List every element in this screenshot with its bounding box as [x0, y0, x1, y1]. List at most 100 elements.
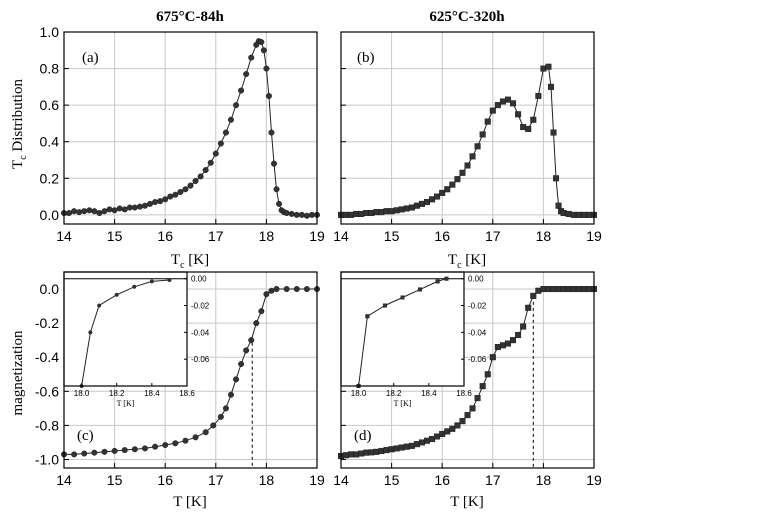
panel-d-data-point: [363, 449, 370, 456]
panel-c-data-point: [293, 286, 300, 293]
panel-c-data-point: [243, 347, 250, 354]
panel-a-data-point: [81, 208, 88, 215]
panel-d-inset-ytick-label: 0.00: [468, 275, 484, 284]
panel-a-plot: 14 15 16 17 18 19 0.0 0.2 0.4 0.6 0.8 1.0: [40, 24, 325, 244]
panel-a: 675°C-84h (a) Tc [K] Tc Distribution: [10, 9, 224, 271]
panel-a-data-point: [293, 211, 300, 218]
panel-c-inset-ytick-label: -0.02: [191, 302, 210, 311]
panel-d-data-point: [398, 444, 405, 451]
panel-b-data-point: [555, 202, 562, 209]
panel-d-data-point: [479, 383, 486, 390]
panel-a-data-point: [147, 200, 154, 207]
panel-c-data-point: [71, 451, 78, 458]
panel-a-ytick-label: 0.4: [40, 134, 60, 150]
panel-a-data-point: [152, 199, 159, 206]
panel-b-data-point: [424, 199, 431, 206]
panel-a-data-point: [141, 202, 148, 209]
panel-b-data-point: [540, 65, 547, 72]
panel-d-data-point: [348, 451, 355, 458]
panel-a-data-point: [116, 205, 123, 212]
panel-a-xtick-label: 15: [107, 228, 123, 244]
panel-c-data-point: [217, 413, 224, 420]
panel-a-data-point: [172, 191, 179, 198]
panel-d-data-point: [454, 422, 461, 429]
panel-b: 625°C-320h (b) Tc [K]: [357, 9, 505, 271]
panel-d-inset: 18.0 18.2 18.4 18.6 0.00 -0.02 -0.04 -0.06 T [K]: [340, 271, 487, 408]
panel-c-data-point: [162, 441, 169, 448]
panel-c-ytick-label: 0.0: [40, 281, 60, 297]
panel-a-data-point: [76, 209, 83, 216]
panel-d-xtick-label: 17: [485, 472, 501, 488]
panel-d-data-point: [459, 418, 466, 425]
panel-d-data-point: [510, 337, 517, 344]
panel-b-data-point: [373, 209, 380, 216]
panel-d-data-point: [383, 447, 390, 454]
panel-d-inset-xtick-label: 18.6: [456, 389, 472, 398]
panel-d-data-point: [550, 286, 557, 293]
panel-a-data-point: [308, 211, 315, 218]
panel-d-data-point: [434, 433, 441, 440]
panel-c-inset-ytick-label: -0.04: [191, 328, 210, 337]
panel-c-inset-xtick-label: 18.0: [74, 389, 90, 398]
panel-d-data-point: [469, 405, 476, 412]
panel-c-data-point: [91, 449, 98, 456]
panel-a-ytick-label: 0.6: [40, 97, 60, 113]
panel-c-inset-point: [97, 303, 102, 308]
panel-b-data-point: [383, 208, 390, 215]
panel-a-data-point: [303, 212, 310, 219]
panel-a-xtick-label: 18: [259, 228, 275, 244]
panel-c-inset-point: [88, 330, 93, 335]
panel-a-ylabel: Tc Distribution: [10, 79, 29, 169]
panel-b-data-point: [429, 196, 436, 203]
panel-a-xtick-label: 14: [56, 228, 72, 244]
panel-a-data-point: [197, 173, 204, 180]
panel-b-data-point: [530, 116, 537, 123]
panel-c-data-point: [273, 286, 280, 293]
panel-d-xtick-label: 19: [586, 472, 602, 488]
panel-a-data-point: [96, 210, 103, 217]
panel-b-data-point: [525, 125, 532, 132]
panel-b-data-point: [353, 210, 360, 217]
panel-c-xlabel: T [K]: [173, 494, 206, 510]
panel-d-data-point: [540, 286, 547, 293]
panel-b-data-point: [444, 186, 451, 193]
panel-d-data-point: [413, 441, 420, 448]
panel-a-data-point: [106, 206, 113, 213]
panel-d-data-point: [515, 332, 522, 339]
panel-d-data-point: [560, 286, 567, 293]
panel-c-plot: 14 15 16 17 18 190.0-0.2-0.4-0.6-0.8-1.018.0 1…: [35, 271, 325, 488]
panel-a-data-point: [263, 65, 270, 72]
panel-b-data-point: [363, 210, 370, 217]
panel-c-data-point: [233, 376, 240, 383]
panel-a-data-point: [66, 210, 73, 217]
panel-b-data-point: [439, 189, 446, 196]
panel-d-data-point: [545, 286, 552, 293]
panel-d-inset-xtick-label: 18.2: [386, 389, 402, 398]
panel-d-inset-point: [418, 287, 423, 292]
panel-a-ytick-label: 0.0: [40, 207, 60, 223]
panel-b-data-point: [413, 202, 420, 209]
panel-c-ytick-label: -0.6: [35, 383, 59, 399]
panel-b-data-point: [499, 98, 506, 105]
panel-c-inset-xtick-label: 18.4: [144, 389, 160, 398]
panel-b-frame: [340, 31, 595, 225]
panel-a-xtick-label: 17: [208, 228, 224, 244]
panel-d-data-point: [555, 286, 562, 293]
panel-b-data-point: [515, 111, 522, 118]
panel-b-data-point: [550, 129, 557, 136]
panel-c-data-point: [263, 291, 270, 298]
panel-a-data-point: [187, 182, 194, 189]
panel-c-data-point: [131, 446, 138, 453]
panel-d-data-point: [499, 342, 506, 349]
panel-c-xtick-label: 18: [259, 472, 275, 488]
panel-b-title: 625°C-320h: [429, 9, 505, 25]
panel-c-data-point: [152, 443, 159, 450]
panel-a-data-point: [227, 116, 234, 123]
panel-d: (d) T [K]: [354, 428, 484, 510]
panel-a-data-point: [258, 39, 265, 46]
panel-d-data-point: [535, 287, 542, 294]
panel-d-data-point: [494, 343, 501, 350]
panel-d-inset-ytick-label: -0.02: [468, 302, 487, 311]
panel-d-data-point: [464, 412, 471, 419]
panel-b-data-point: [454, 176, 461, 183]
